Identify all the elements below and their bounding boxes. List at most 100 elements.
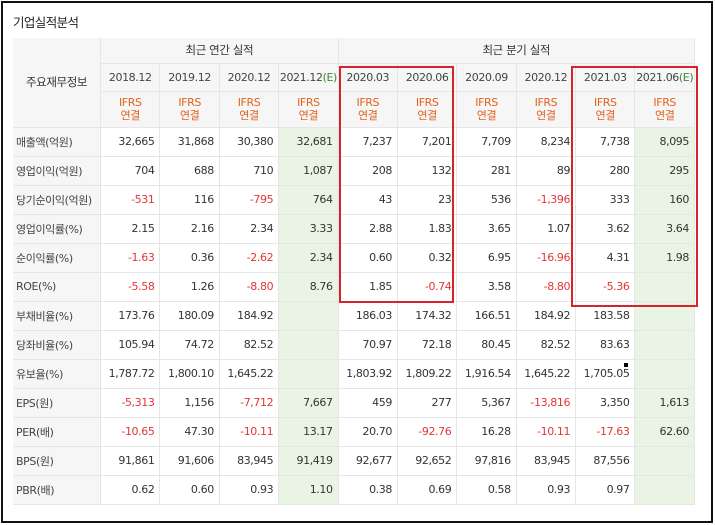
stray-dot bbox=[624, 363, 628, 367]
value-cell: 459 bbox=[338, 387, 398, 418]
value-cell: 32,665 bbox=[100, 127, 161, 157]
row-label: 순이익률(%) bbox=[13, 243, 102, 273]
row-header: 주요재무정보 bbox=[13, 38, 102, 128]
value-cell: -531 bbox=[100, 185, 161, 215]
basis-standard: IFRS bbox=[356, 96, 380, 109]
value-cell: 2.34 bbox=[219, 213, 280, 244]
value-cell: 97,816 bbox=[456, 446, 517, 476]
value-cell: 1,800.10 bbox=[159, 359, 220, 389]
value-cell: 3.58 bbox=[456, 272, 517, 302]
basis-header: IFRS 연결 bbox=[575, 91, 636, 128]
value-cell: -0.74 bbox=[397, 272, 458, 302]
value-cell: 1.98 bbox=[634, 243, 695, 273]
value-cell: 7,237 bbox=[338, 127, 398, 157]
row-label: BPS(원) bbox=[13, 446, 102, 476]
value-cell: 764 bbox=[278, 185, 339, 215]
period-header: 2020.12 bbox=[219, 63, 280, 92]
value-cell: 2.88 bbox=[338, 213, 398, 244]
value-cell: 3.65 bbox=[456, 213, 517, 244]
value-cell: -8.80 bbox=[219, 272, 280, 302]
value-cell: 3.33 bbox=[278, 213, 339, 244]
period-header: 2018.12 bbox=[100, 63, 161, 92]
row-label: 유보율(%) bbox=[13, 359, 102, 389]
value-cell: 180.09 bbox=[159, 300, 220, 331]
row-label: 영업이익(억원) bbox=[13, 156, 102, 186]
financial-table: 주요재무정보 최근 연간 실적 최근 분기 실적 2018.12 2019.12 2… bbox=[13, 38, 696, 505]
value-cell: 83,945 bbox=[516, 446, 577, 476]
period-header: 2020.06 bbox=[397, 63, 458, 92]
value-cell: 30,380 bbox=[219, 127, 280, 157]
quarter-group-header: 최근 분기 실적 bbox=[338, 38, 696, 64]
basis-header: IFRS 연결 bbox=[159, 91, 220, 128]
value-cell: -5,313 bbox=[100, 387, 161, 418]
value-cell: 2.15 bbox=[100, 213, 161, 244]
value-cell: 1,809.22 bbox=[397, 359, 458, 389]
value-cell: 1,645.22 bbox=[219, 359, 280, 389]
row-label: 부채비율(%) bbox=[13, 300, 102, 331]
value-cell: -5.58 bbox=[100, 272, 161, 302]
value-cell: 688 bbox=[159, 156, 220, 186]
basis-standard: IFRS bbox=[178, 96, 201, 109]
value-cell bbox=[278, 359, 339, 389]
value-cell: 82.52 bbox=[219, 330, 280, 360]
value-cell: 87,556 bbox=[575, 446, 636, 476]
basis-header: IFRS 연결 bbox=[278, 91, 339, 128]
value-cell: 23 bbox=[397, 185, 458, 215]
value-cell: 1,156 bbox=[159, 387, 220, 418]
value-cell: 184.92 bbox=[516, 300, 577, 331]
value-cell bbox=[278, 300, 339, 331]
row-label: EPS(원) bbox=[13, 387, 102, 418]
estimate-tag: (E) bbox=[678, 70, 694, 84]
value-cell: -7,712 bbox=[219, 387, 280, 418]
basis-header: IFRS 연결 bbox=[397, 91, 458, 128]
period-label: 2020.12 bbox=[227, 70, 271, 84]
value-cell: -1.63 bbox=[100, 243, 161, 273]
basis-standard: IFRS bbox=[593, 96, 617, 109]
value-cell: 4.31 bbox=[575, 243, 636, 273]
period-header: 2019.12 bbox=[159, 63, 220, 92]
table-row: 당좌비율(%) 105.94 74.72 82.52 70.97 72.18 80.45 82… bbox=[13, 330, 695, 360]
value-cell bbox=[634, 272, 695, 302]
value-cell: 74.72 bbox=[159, 330, 220, 360]
value-cell: 183.58 bbox=[575, 300, 636, 331]
value-cell: 0.38 bbox=[338, 475, 398, 505]
value-cell: -13,816 bbox=[516, 387, 577, 418]
row-label: 매출액(억원) bbox=[13, 127, 102, 157]
table-row: EPS(원) -5,313 1,156 -7,712 7,667 459 277 5,367-… bbox=[13, 387, 695, 418]
value-cell: 16.28 bbox=[456, 417, 517, 447]
value-cell: 186.03 bbox=[338, 300, 398, 331]
value-cell bbox=[634, 446, 695, 476]
value-cell: 2.34 bbox=[278, 243, 339, 273]
value-cell: 8.76 bbox=[278, 272, 339, 302]
value-cell: 70.97 bbox=[338, 330, 398, 360]
value-cell: 0.69 bbox=[397, 475, 458, 505]
value-cell: 80.45 bbox=[456, 330, 517, 360]
value-cell: 0.93 bbox=[219, 475, 280, 505]
basis-consolidated: 연결 bbox=[239, 109, 259, 122]
basis-consolidated: 연결 bbox=[120, 109, 141, 122]
row-label: PBR(배) bbox=[13, 475, 102, 505]
value-cell: 92,677 bbox=[338, 446, 398, 476]
value-cell: 62.60 bbox=[634, 417, 695, 447]
value-cell: 1,916.54 bbox=[456, 359, 517, 389]
basis-header: IFRS 연결 bbox=[100, 91, 161, 128]
table-row: ROE(%) -5.58 1.26 -8.80 8.76 1.85 -0.74 3.58 -8.… bbox=[13, 272, 695, 302]
period-header: 2021.12(E) bbox=[278, 63, 339, 92]
period-header: 2020.09 bbox=[456, 63, 517, 92]
value-cell bbox=[634, 300, 695, 331]
period-header: 2020.03 bbox=[338, 63, 398, 92]
table-row: 순이익률(%) -1.63 0.36 -2.62 2.34 0.60 0.32 6.95 -16… bbox=[13, 243, 695, 273]
value-cell bbox=[634, 359, 695, 389]
basis-consolidated: 연결 bbox=[298, 109, 319, 122]
value-cell: 536 bbox=[456, 185, 517, 215]
table-row: PBR(배) 0.62 0.60 0.93 1.10 0.38 0.69 0.58 0.93 0.… bbox=[13, 475, 695, 505]
value-cell: 3.62 bbox=[575, 213, 636, 244]
value-cell: 3.64 bbox=[634, 213, 695, 244]
period-header: 2021.03 bbox=[575, 63, 636, 92]
basis-standard: IFRS bbox=[534, 96, 558, 109]
section-title: 기업실적분석 bbox=[13, 15, 79, 30]
value-cell: 7,201 bbox=[397, 127, 458, 157]
row-label: 당좌비율(%) bbox=[13, 330, 102, 360]
value-cell: 295 bbox=[634, 156, 695, 186]
value-cell: 208 bbox=[338, 156, 398, 186]
